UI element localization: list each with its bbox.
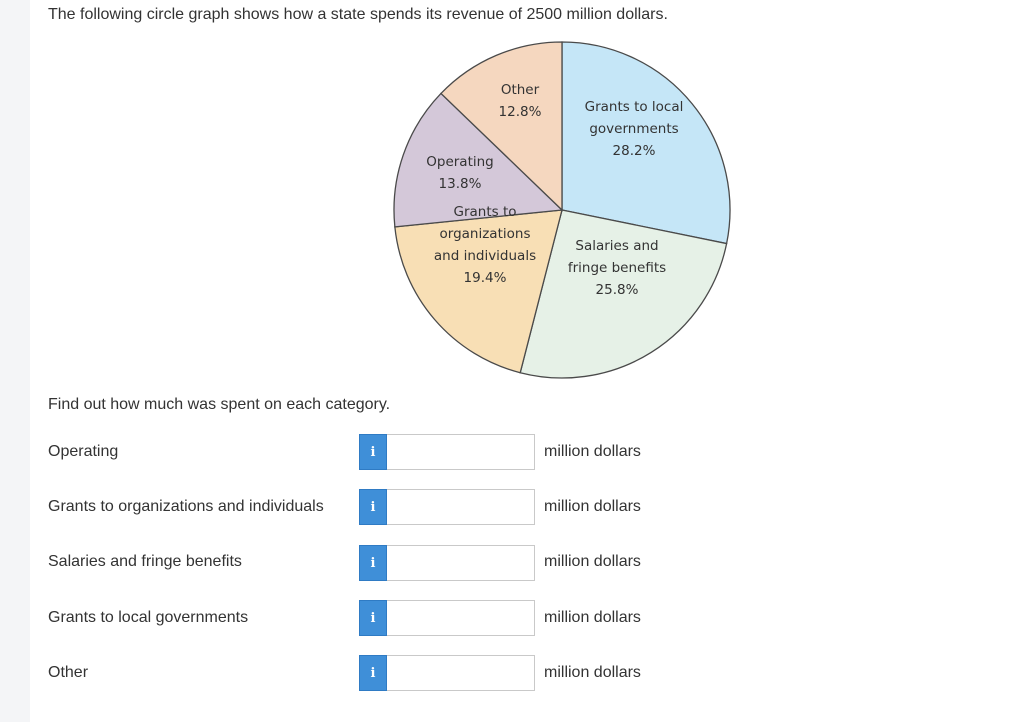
pie-slice-label: Salaries and xyxy=(575,238,658,254)
pie-slice-label: Grants to local xyxy=(585,99,684,115)
answer-input-operating[interactable] xyxy=(387,434,535,470)
answer-input-salaries[interactable] xyxy=(387,545,535,581)
pie-slice xyxy=(561,41,731,245)
left-gutter xyxy=(0,0,30,722)
pie-slice xyxy=(440,41,563,212)
pie-slice-label: fringe benefits xyxy=(568,260,666,276)
answer-input-grants-local[interactable] xyxy=(387,600,535,636)
unit-label: million dollars xyxy=(544,664,641,681)
unit-label: million dollars xyxy=(544,609,641,626)
answer-input-grants-organizations[interactable] xyxy=(387,489,535,525)
pie-slice-label: and individuals xyxy=(434,248,536,264)
unit-label: million dollars xyxy=(544,498,641,515)
pie-slice-label: 25.8% xyxy=(596,282,639,298)
instruction-text: Find out how much was spent on each cate… xyxy=(48,396,391,413)
pie-slice-label: Grants to xyxy=(453,204,516,220)
pie-slice-label: Operating xyxy=(426,154,494,170)
info-icon[interactable]: i xyxy=(359,489,387,525)
pie-slice-label: organizations xyxy=(440,226,531,242)
row-label-grants-local: Grants to local governments xyxy=(48,609,249,626)
pie-slice xyxy=(519,209,728,379)
row-label-operating: Operating xyxy=(48,443,119,460)
pie-slice-label: 12.8% xyxy=(499,104,542,120)
unit-label: million dollars xyxy=(544,553,641,570)
pie-chart: Grants to local governments 28.2% Salaries … xyxy=(388,38,738,383)
info-icon[interactable]: i xyxy=(359,545,387,581)
unit-label: million dollars xyxy=(544,443,641,460)
question-text: The following circle graph shows how a s… xyxy=(48,6,668,23)
info-icon[interactable]: i xyxy=(359,600,387,636)
pie-slice-label: 28.2% xyxy=(613,143,656,159)
pie-slice-label: Other xyxy=(501,82,540,98)
pie-chart-svg: Grants to local governments 28.2% Salaries … xyxy=(388,38,738,383)
pie-slice xyxy=(394,209,563,374)
answer-input-other[interactable] xyxy=(387,655,535,691)
pie-slice xyxy=(393,92,564,228)
pie-slice-label: governments xyxy=(589,121,678,137)
info-icon[interactable]: i xyxy=(359,434,387,470)
pie-slice-label: 19.4% xyxy=(464,270,507,286)
row-label-grants-organizations: Grants to organizations and individuals xyxy=(48,498,324,515)
row-label-salaries: Salaries and fringe benefits xyxy=(48,553,242,570)
info-icon[interactable]: i xyxy=(359,655,387,691)
row-label-other: Other xyxy=(48,664,89,681)
pie-slice-label: 13.8% xyxy=(439,176,482,192)
